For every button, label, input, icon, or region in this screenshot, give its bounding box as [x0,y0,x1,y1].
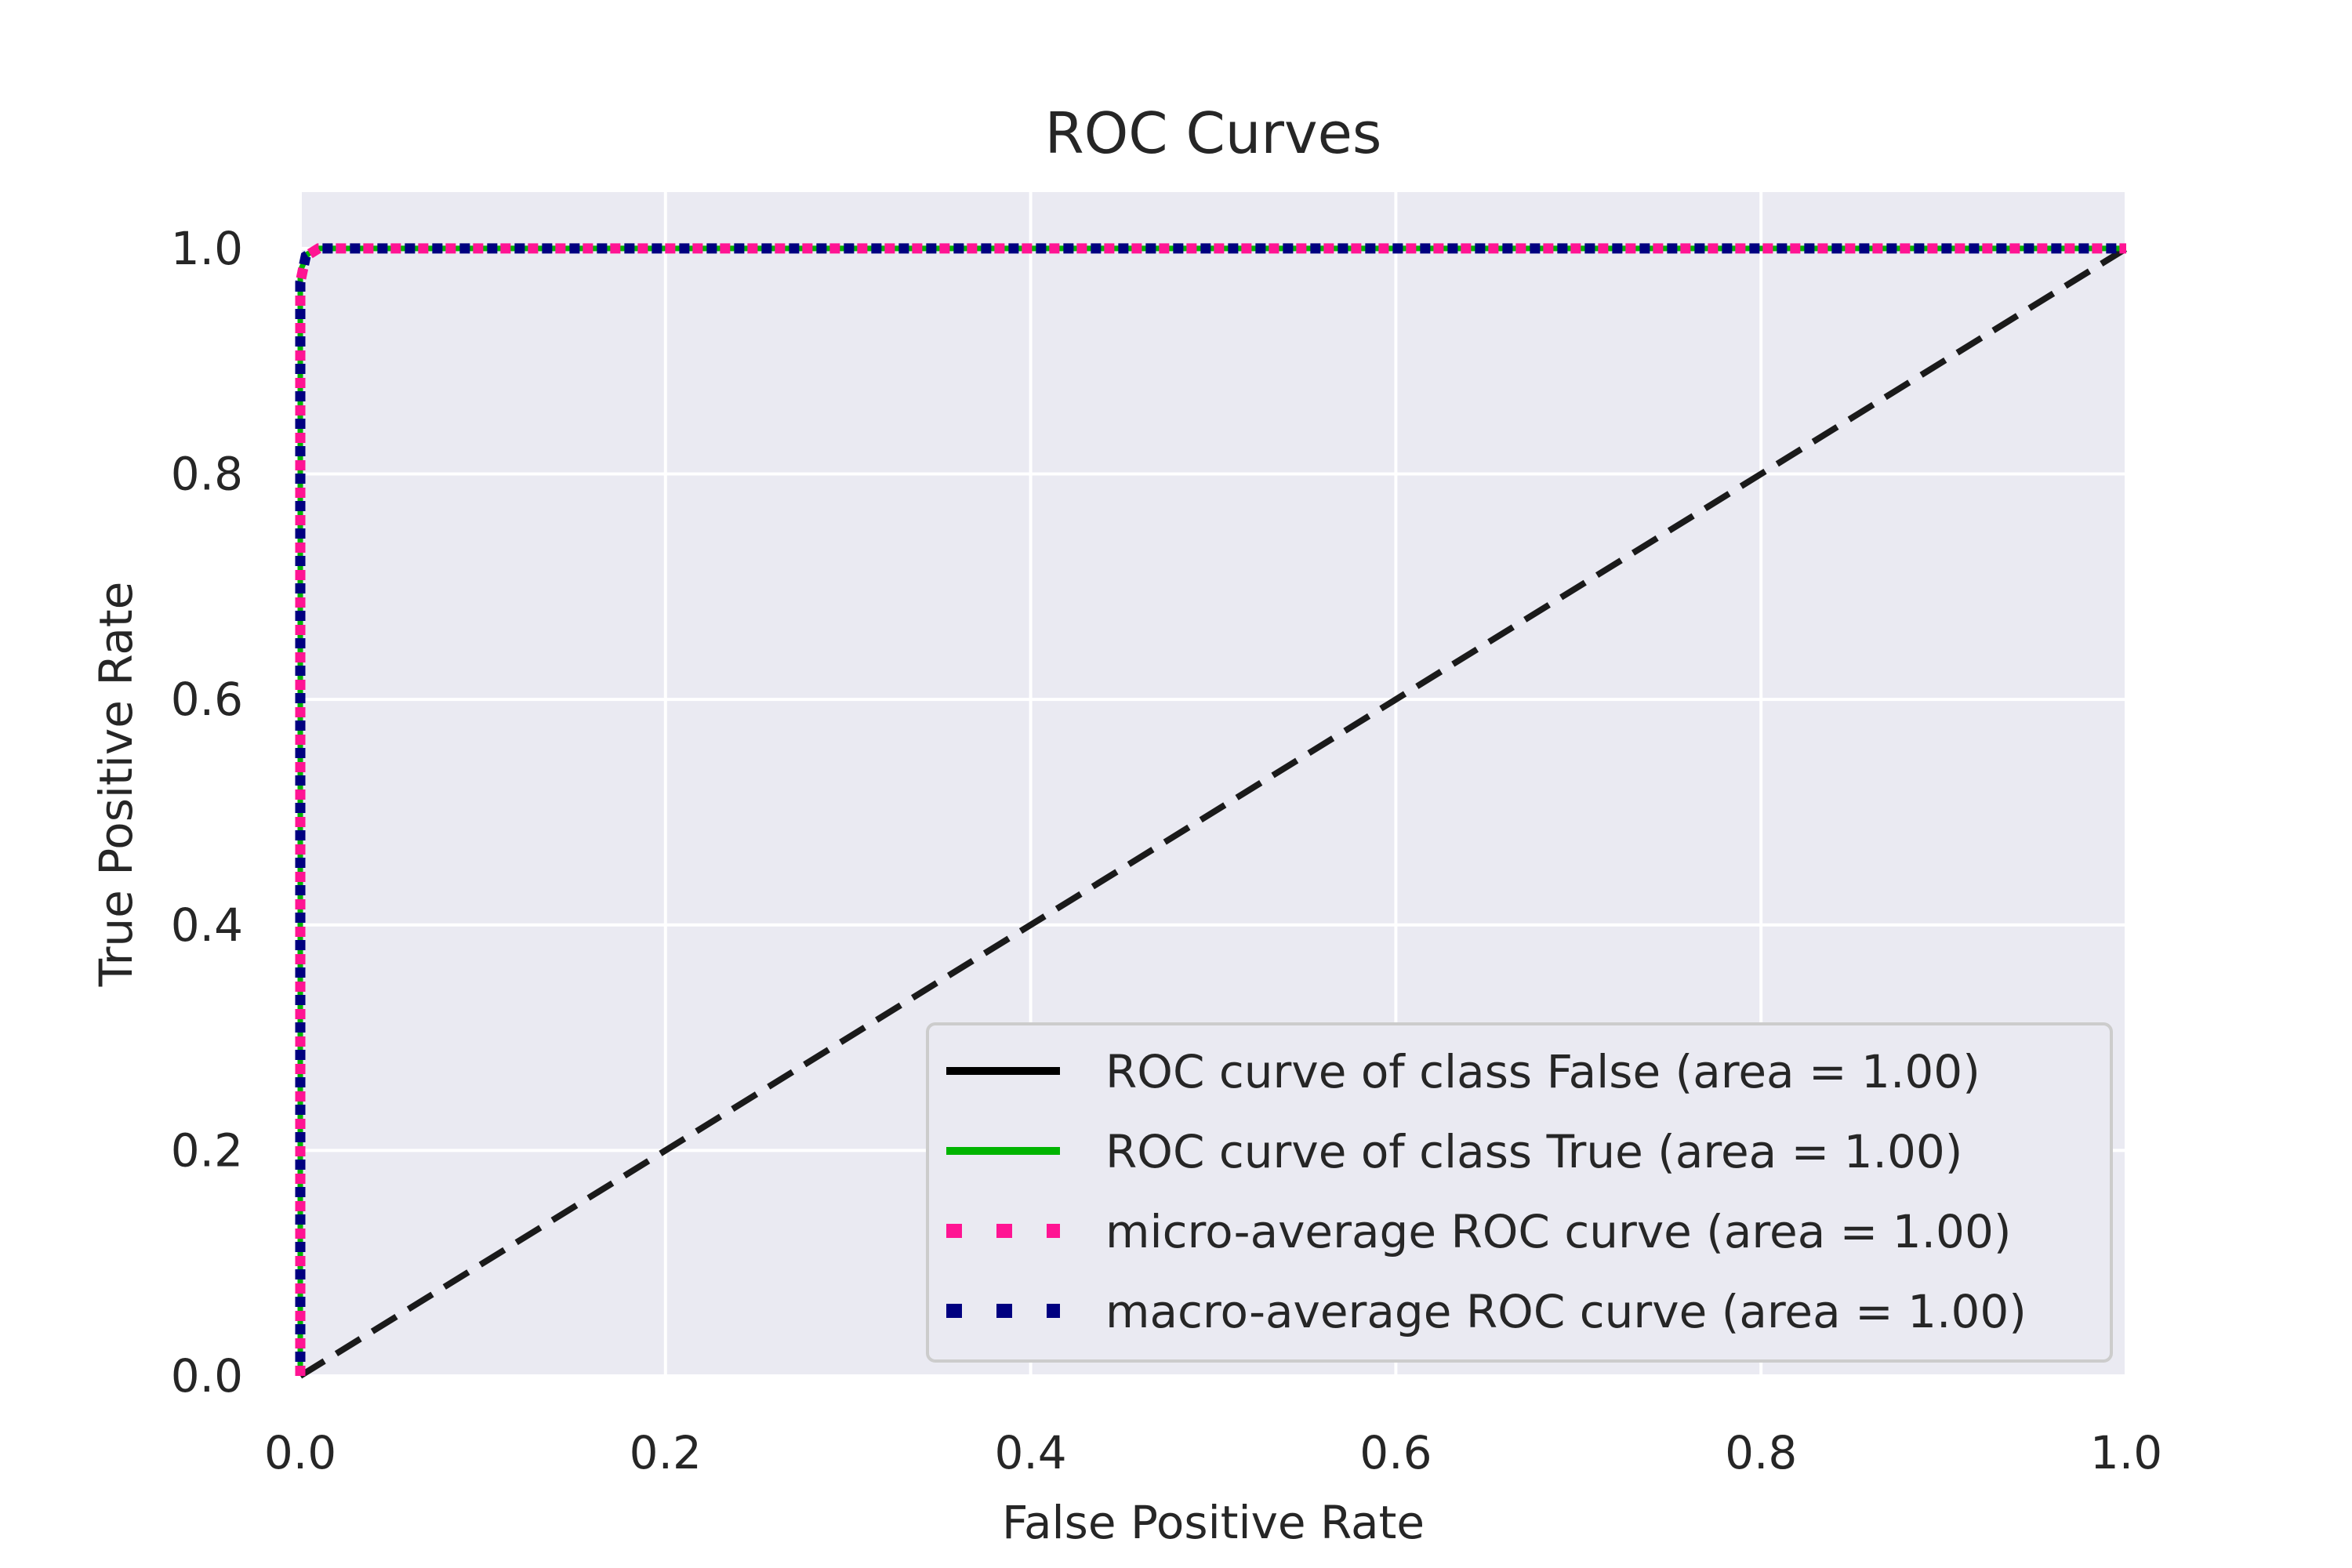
y-tick-label: 1.0 [171,222,243,275]
legend: ROC curve of class False (area = 1.00) RO… [926,1022,2113,1363]
legend-label: ROC curve of class True (area = 1.00) [1105,1125,1962,1178]
y-tick-label: 0.4 [171,898,243,952]
x-tick-label: 1.0 [2090,1426,2162,1479]
x-tick-label: 0.8 [1725,1426,1797,1479]
legend-label: ROC curve of class False (area = 1.00) [1105,1045,1980,1098]
series-lines [295,243,2129,1379]
y-axis-title: True Positive Rate [89,582,143,988]
x-tick-label: 0.0 [264,1426,336,1479]
grid-lines [299,192,2128,1377]
macro-average-line [295,243,2126,1376]
x-tick-labels: 0.0 0.2 0.4 0.6 0.8 1.0 [264,1426,2162,1479]
chart-title: ROC Curves [1045,100,1382,166]
y-tick-label: 0.8 [171,448,243,501]
legend-box [926,1022,2113,1363]
y-tick-labels: 0.0 0.2 0.4 0.6 0.8 1.0 [171,222,243,1403]
legend-label: micro-average ROC curve (area = 1.00) [1105,1205,2011,1258]
y-tick-label: 0.0 [171,1349,243,1403]
x-axis-title: False Positive Rate [1002,1496,1425,1549]
chance-diagonal-line [298,245,2129,1379]
y-tick-label: 0.2 [171,1123,243,1177]
micro-average-line [295,243,2126,1376]
x-tick-label: 0.4 [994,1426,1066,1479]
x-tick-label: 0.6 [1359,1426,1432,1479]
x-tick-label: 0.2 [630,1426,702,1479]
y-tick-label: 0.6 [171,673,243,726]
legend-label: macro-average ROC curve (area = 1.00) [1105,1285,2027,1338]
